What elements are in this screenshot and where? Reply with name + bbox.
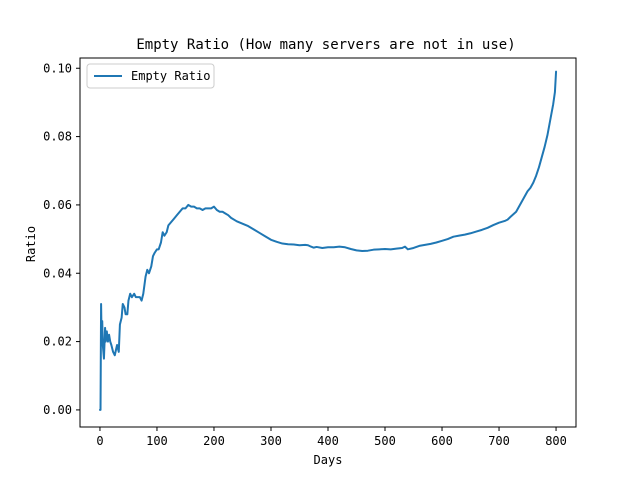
legend: Empty Ratio bbox=[86, 63, 215, 89]
x-tick-label: 0 bbox=[96, 434, 103, 448]
x-axis-label: Days bbox=[314, 453, 343, 467]
x-tick-label: 100 bbox=[146, 434, 168, 448]
series-line-0 bbox=[98, 70, 558, 411]
legend-label: Empty Ratio bbox=[131, 69, 210, 83]
x-tick-label: 800 bbox=[545, 434, 567, 448]
x-tick-label: 300 bbox=[260, 434, 282, 448]
x-tick-label: 700 bbox=[488, 434, 510, 448]
y-tick-label: 0.02 bbox=[43, 335, 72, 349]
y-tick-label: 0.04 bbox=[43, 266, 72, 280]
y-tick-label: 0.00 bbox=[43, 403, 72, 417]
x-tick-label: 600 bbox=[431, 434, 453, 448]
x-tick-label: 200 bbox=[203, 434, 225, 448]
legend-box bbox=[86, 63, 215, 89]
x-axis: 0 100 200 300 400 500 600 700 800 bbox=[96, 427, 567, 448]
y-tick-label: 0.06 bbox=[43, 198, 72, 212]
x-tick-label: 500 bbox=[374, 434, 396, 448]
y-tick-label: 0.08 bbox=[43, 130, 72, 144]
x-tick-label: 400 bbox=[317, 434, 339, 448]
y-axis-label: Ratio bbox=[24, 226, 38, 262]
chart-title: Empty Ratio (How many servers are not in… bbox=[136, 37, 515, 53]
y-axis: 0.00 0.02 0.04 0.06 0.08 0.10 bbox=[43, 61, 80, 417]
y-tick-label: 0.10 bbox=[43, 61, 72, 75]
